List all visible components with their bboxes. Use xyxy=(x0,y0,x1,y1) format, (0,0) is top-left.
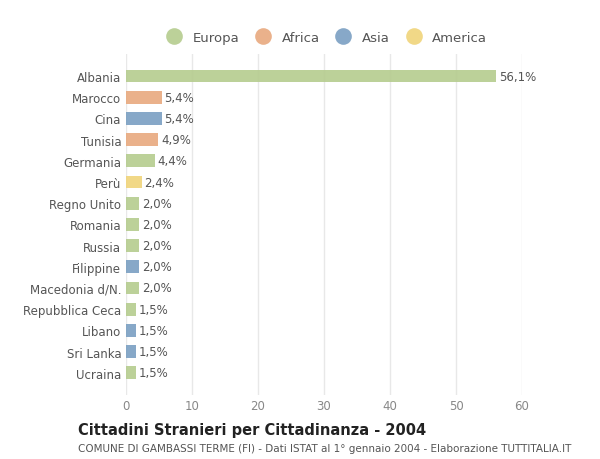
Bar xyxy=(126,303,136,316)
Bar xyxy=(126,71,496,83)
Text: 2,0%: 2,0% xyxy=(142,197,172,210)
Bar xyxy=(126,325,136,337)
Text: 5,4%: 5,4% xyxy=(164,91,194,105)
Text: 2,0%: 2,0% xyxy=(142,282,172,295)
Text: 2,0%: 2,0% xyxy=(142,240,172,252)
Bar xyxy=(126,218,139,231)
Bar xyxy=(126,134,158,147)
Text: 1,5%: 1,5% xyxy=(139,366,168,380)
Bar xyxy=(126,346,136,358)
Text: 2,4%: 2,4% xyxy=(145,176,175,189)
Bar xyxy=(126,240,139,252)
Bar xyxy=(126,197,139,210)
Text: 4,9%: 4,9% xyxy=(161,134,191,147)
Text: 56,1%: 56,1% xyxy=(499,70,536,84)
Bar xyxy=(126,92,161,104)
Bar xyxy=(126,113,161,125)
Bar xyxy=(126,367,136,379)
Text: 1,5%: 1,5% xyxy=(139,303,168,316)
Text: Cittadini Stranieri per Cittadinanza - 2004: Cittadini Stranieri per Cittadinanza - 2… xyxy=(78,422,426,437)
Bar xyxy=(126,176,142,189)
Bar xyxy=(126,155,155,168)
Legend: Europa, Africa, Asia, America: Europa, Africa, Asia, America xyxy=(157,28,491,49)
Text: 1,5%: 1,5% xyxy=(139,345,168,358)
Bar xyxy=(126,282,139,295)
Text: 2,0%: 2,0% xyxy=(142,261,172,274)
Text: 2,0%: 2,0% xyxy=(142,218,172,231)
Bar xyxy=(126,261,139,274)
Text: 1,5%: 1,5% xyxy=(139,324,168,337)
Text: 4,4%: 4,4% xyxy=(158,155,188,168)
Text: COMUNE DI GAMBASSI TERME (FI) - Dati ISTAT al 1° gennaio 2004 - Elaborazione TUT: COMUNE DI GAMBASSI TERME (FI) - Dati IST… xyxy=(78,443,571,453)
Text: 5,4%: 5,4% xyxy=(164,112,194,126)
